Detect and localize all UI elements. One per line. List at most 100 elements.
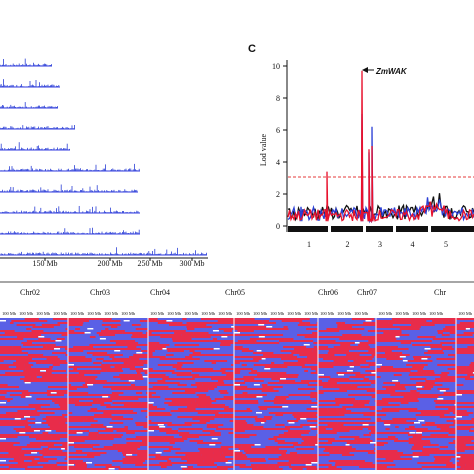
heatmap-cell-red xyxy=(338,378,350,380)
heatmap-cell-red xyxy=(278,434,302,436)
heatmap-cell-red xyxy=(181,436,199,438)
heatmap-cell-red xyxy=(114,348,119,350)
heatmap-cell-red xyxy=(318,348,330,350)
heatmap-cell-red xyxy=(19,368,26,370)
heatmap-cell-red xyxy=(13,362,29,364)
heatmap-cell-red xyxy=(354,400,359,402)
heatmap-cell-red xyxy=(172,330,179,332)
heatmap-cell-red xyxy=(376,460,394,462)
heatmap-cell-red xyxy=(456,412,474,414)
heatmap-cell-red xyxy=(249,376,254,378)
heatmap-cell-red xyxy=(192,376,201,378)
heatmap-cell-red xyxy=(318,414,340,416)
heatmap-cell-red xyxy=(20,378,33,380)
heatmap-cell-red xyxy=(249,338,272,340)
heatmap-cell-red xyxy=(45,370,67,372)
heatmap-cell-red xyxy=(18,352,24,354)
heatmap-cell-red xyxy=(456,442,465,444)
heatmap-cell-red xyxy=(129,460,145,462)
heatmap-cell-red xyxy=(31,330,44,332)
heatmap-cell-red xyxy=(295,436,305,438)
heatmap-cell-red xyxy=(401,408,418,410)
heatmap-cell-red xyxy=(0,346,13,348)
heatmap-cell-red xyxy=(68,468,91,470)
heatmap-cell-red xyxy=(234,348,243,350)
heatmap-cell-red xyxy=(456,446,469,448)
heatmap-cell-red xyxy=(0,384,8,386)
heatmap-cell-red xyxy=(225,334,234,336)
heatmap-cell-red xyxy=(318,430,340,432)
heatmap-cell-red xyxy=(234,326,244,328)
heatmap-cell-red xyxy=(139,458,148,460)
heatmap-cell-red xyxy=(439,416,449,418)
heatmap-cell-red xyxy=(199,340,210,342)
heatmap-cell-red xyxy=(230,396,234,398)
heatmap-cell-red xyxy=(443,392,456,394)
y-tick-label: 10 xyxy=(272,62,280,71)
heatmap-cell-red xyxy=(186,326,207,328)
heatmap-cell-red xyxy=(100,404,111,406)
heatmap-cell-red xyxy=(429,322,443,324)
heatmap-cell-red xyxy=(189,440,204,442)
heatmap-cell-red xyxy=(0,352,19,354)
heatmap-cell-red xyxy=(456,372,473,374)
heatmap-cell-red xyxy=(234,464,246,466)
heatmap-cell-red xyxy=(328,466,337,468)
heatmap-cell-red xyxy=(257,374,277,376)
heatmap-cell-red xyxy=(368,428,376,430)
heatmap-cell-red xyxy=(222,452,230,454)
heatmap-cell-red xyxy=(456,334,473,336)
heatmap-cell-red xyxy=(186,460,204,462)
heatmap-cell-red xyxy=(350,388,360,390)
heatmap-cell-red xyxy=(300,424,318,426)
heatmap-cell-red xyxy=(329,426,347,428)
heatmap-cell-red xyxy=(0,386,4,388)
heatmap-cell-red xyxy=(403,458,412,460)
heatmap-cell-red xyxy=(440,428,456,430)
heatmap-cell-red xyxy=(234,360,259,362)
heatmap-cell-red xyxy=(62,414,68,416)
heatmap-cell-red xyxy=(182,468,206,470)
heatmap-cell-red xyxy=(376,326,396,328)
heatmap-cell-missing xyxy=(128,380,135,382)
heatmap-cell-red xyxy=(456,406,474,408)
heatmap-cell-red xyxy=(74,452,88,454)
heatmap-cell-red xyxy=(146,468,148,470)
heatmap-cell-red xyxy=(456,436,474,438)
heatmap-cell-red xyxy=(118,398,139,400)
heatmap-cell-red xyxy=(254,418,272,420)
heatmap-cell-red xyxy=(25,418,36,420)
heatmap-cell-red xyxy=(89,418,94,420)
heatmap-cell-red xyxy=(0,414,19,416)
heatmap-cell-red xyxy=(96,358,104,360)
heatmap-scale-label: 100 Mb xyxy=(167,311,182,316)
heatmap-cell-missing xyxy=(234,384,240,386)
heatmap-cell-red xyxy=(64,448,68,450)
heatmap-cell-red xyxy=(297,360,318,362)
heatmap-cell-red xyxy=(360,366,370,368)
heatmap-cell-red xyxy=(368,350,376,352)
heatmap-cell-red xyxy=(203,460,212,462)
heatmap-cell-red xyxy=(197,464,217,466)
heatmap-cell-red xyxy=(271,362,275,364)
heatmap-cell-red xyxy=(456,348,474,350)
heatmap-cell-red xyxy=(159,462,171,464)
heatmap-cell-red xyxy=(209,448,229,450)
heatmap-cell-red xyxy=(68,374,85,376)
heatmap-cell-red xyxy=(324,448,334,450)
heatmap-cell-red xyxy=(253,376,272,378)
heatmap-cell-red xyxy=(13,428,31,430)
heatmap-cell-red xyxy=(56,462,62,464)
heatmap-scale-label: 100 Mb xyxy=(337,311,352,316)
heatmap-cell-red xyxy=(318,380,322,382)
heatmap-cell-red xyxy=(193,368,214,370)
heatmap-cell-red xyxy=(318,422,338,424)
y-axis-label: Lod value xyxy=(259,133,268,166)
heatmap-cell-red xyxy=(68,376,77,378)
x-tick-label: 1 xyxy=(307,240,311,249)
heatmap-cell-red xyxy=(376,414,387,416)
heatmap-cell-red xyxy=(234,436,250,438)
heatmap-cell-red xyxy=(157,458,169,460)
heatmap-cell-red xyxy=(351,406,357,408)
heatmap-cell-red xyxy=(197,412,219,414)
